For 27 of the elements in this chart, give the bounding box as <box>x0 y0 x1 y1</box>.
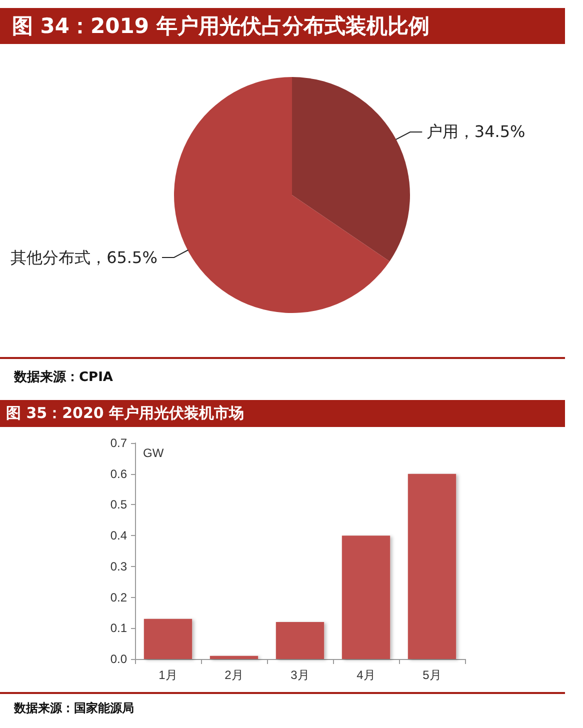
y-tick-label: 0.4 <box>110 528 128 543</box>
x-tick-label: 1月 <box>158 668 178 682</box>
bar <box>210 656 258 659</box>
slice-label: 其他分布式，65.5% <box>10 246 158 269</box>
chart-title: 图 34：2019 年户用光伏占分布式装机比例 <box>12 13 430 40</box>
y-tick-label: 0.1 <box>110 621 128 636</box>
bar <box>342 536 390 659</box>
y-tick-label: 0.7 <box>110 436 128 450</box>
y-tick-label: 0.6 <box>110 466 128 481</box>
source-note: 数据来源：CPIA <box>14 369 113 386</box>
title-banner: 图 34：2019 年户用光伏占分布式装机比例 <box>0 8 565 44</box>
x-tick-label: 4月 <box>356 668 376 682</box>
slice-label: 户用，34.5% <box>426 121 526 144</box>
y-tick-label: 0.0 <box>110 652 128 666</box>
bar <box>408 474 456 659</box>
source-note: 数据来源：国家能源局 <box>14 700 134 717</box>
x-tick-label: 2月 <box>224 668 244 682</box>
y-tick-label: 0.5 <box>110 498 128 512</box>
y-axis-title: GW <box>143 446 164 460</box>
title-banner: 图 35：2020 年户用光伏装机市场 <box>0 400 565 427</box>
y-tick-label: 0.2 <box>110 590 128 604</box>
bar <box>276 622 324 659</box>
y-tick-label: 0.3 <box>110 559 128 574</box>
bar <box>144 618 192 659</box>
x-tick-label: 3月 <box>290 668 310 682</box>
x-tick-label: 5月 <box>422 668 442 682</box>
chart-title: 图 35：2020 年户用光伏装机市场 <box>6 404 244 423</box>
